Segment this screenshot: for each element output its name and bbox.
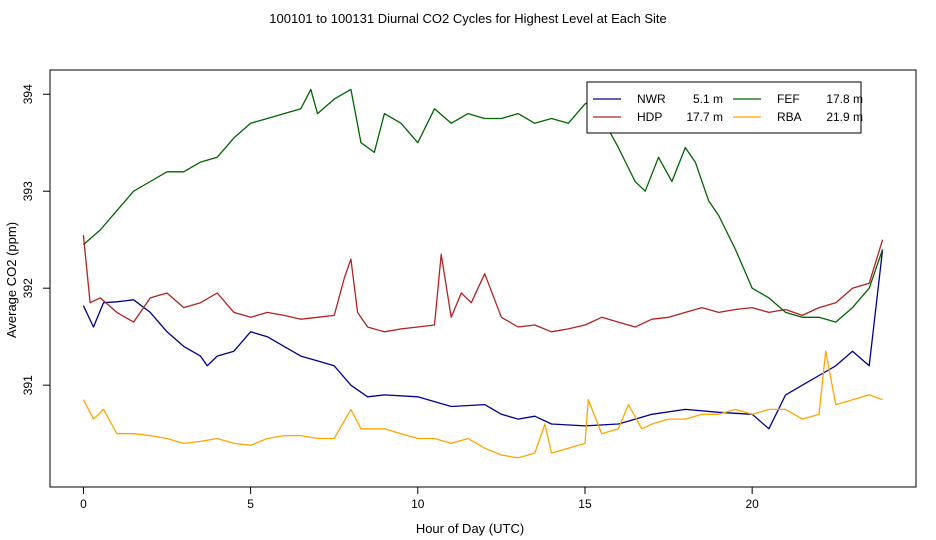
x-axis-label: Hour of Day (UTC) (416, 521, 524, 536)
series-line-rba (82, 350, 883, 459)
legend-name-hdp: HDP (637, 110, 662, 124)
legend-box (586, 81, 862, 134)
series-line-nwr (82, 249, 884, 430)
series-lines (82, 88, 884, 459)
legend-height-fef: 17.8 m (826, 92, 863, 106)
series-line-fef (82, 88, 884, 323)
series-line-hdp (82, 234, 884, 333)
x-tick-label: 0 (80, 497, 87, 511)
legend-name-fef: FEF (777, 92, 800, 106)
legend-name-rba: RBA (777, 110, 802, 124)
chart-title: 100101 to 100131 Diurnal CO2 Cycles for … (269, 11, 666, 26)
y-axis-label: Average CO2 (ppm) (4, 222, 19, 338)
x-tick-label: 20 (745, 497, 759, 511)
legend-name-nwr: NWR (637, 92, 666, 106)
legend: NWR 5.1 m HDP 17.7 m FEF 17.8 m RBA 21.9 m (586, 81, 863, 134)
legend-height-hdp: 17.7 m (686, 110, 723, 124)
x-tick-label: 10 (411, 497, 425, 511)
plot-frame (49, 69, 917, 488)
x-tick-label: 5 (247, 497, 254, 511)
legend-height-rba: 21.9 m (826, 110, 863, 124)
axis-ticks: 0 5 10 15 20 391 392 393 394 (21, 84, 759, 511)
y-tick-label: 394 (21, 84, 35, 104)
y-tick-label: 392 (21, 278, 35, 298)
x-tick-label: 15 (578, 497, 592, 511)
y-tick-label: 391 (21, 375, 35, 395)
legend-height-nwr: 5.1 m (693, 92, 723, 106)
y-tick-label: 393 (21, 181, 35, 201)
